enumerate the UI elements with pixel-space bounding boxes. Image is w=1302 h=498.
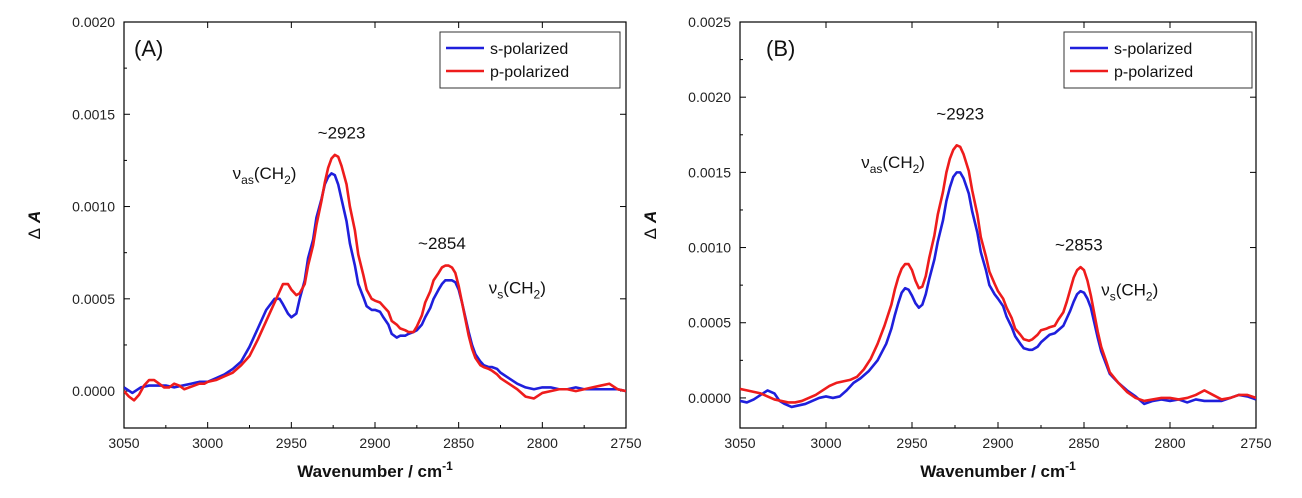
x-tick-label: 2950 xyxy=(276,435,307,451)
series-line-s-polarized xyxy=(124,172,626,395)
y-axis-title: ΔA xyxy=(25,211,44,240)
y-tick-label: 0.0020 xyxy=(72,14,115,30)
legend-label: s-polarized xyxy=(490,41,568,58)
x-tick-label: 2800 xyxy=(527,435,558,451)
peak-annotation: ~2854 xyxy=(418,234,466,253)
x-tick-label: 2900 xyxy=(359,435,390,451)
y-axis-title-var: A xyxy=(25,211,44,224)
series-line-p-polarized xyxy=(740,144,1256,404)
x-axis-title: Wavenumber / cm-1 xyxy=(297,459,453,481)
panel-label: (A) xyxy=(134,36,163,61)
x-tick-label: 3000 xyxy=(810,435,841,451)
legend-box xyxy=(1063,31,1253,89)
chart-panel-a: 3050 3000 2950 2900 2850 2800 2750 0.0000 0.0005… xyxy=(25,14,642,481)
legend-label: s-polarized xyxy=(1114,41,1192,58)
legend-box xyxy=(439,31,621,89)
legend: s-polarized p-polarized xyxy=(439,31,621,89)
panel-label: (B) xyxy=(766,36,795,61)
x-axis-title-sup: -1 xyxy=(1065,459,1076,473)
y-tick-label: 0.0025 xyxy=(688,14,731,30)
y-tick-label: 0.0010 xyxy=(72,199,115,215)
x-tick-label: 2800 xyxy=(1154,435,1185,451)
x-tick-label: 2850 xyxy=(443,435,474,451)
x-tick-label: 2900 xyxy=(982,435,1013,451)
y-tick-label: 0.0000 xyxy=(72,383,115,399)
series-group xyxy=(740,144,1256,409)
x-tick-label: 2850 xyxy=(1068,435,1099,451)
series-line-p-polarized xyxy=(124,153,626,402)
y-tick-label: 0.0015 xyxy=(688,164,731,180)
y-tick-label: 0.0020 xyxy=(688,89,731,105)
y-tick-label: 0.0000 xyxy=(688,390,731,406)
y-axis-title-delta: Δ xyxy=(641,228,660,239)
legend-label: p-polarized xyxy=(490,64,569,81)
x-tick-label: 3050 xyxy=(724,435,755,451)
peak-annotation: ~2853 xyxy=(1055,236,1103,255)
y-tick-label: 0.0005 xyxy=(688,315,731,331)
y-tick-label: 0.0005 xyxy=(72,291,115,307)
x-axis-title-text: Wavenumber / cm xyxy=(920,462,1065,481)
mode-annotation: νas(CH2) xyxy=(233,164,297,187)
peak-annotation: ~2923 xyxy=(936,105,984,124)
peak-annotation: ~2923 xyxy=(318,123,366,142)
mode-annotation: νs(CH2) xyxy=(489,278,546,301)
series-group xyxy=(124,153,626,402)
x-tick-label: 3050 xyxy=(108,435,139,451)
y-tick-label: 0.0015 xyxy=(72,106,115,122)
y-axis-title: ΔA xyxy=(641,211,660,240)
legend-label: p-polarized xyxy=(1114,64,1193,81)
mode-annotation: νs(CH2) xyxy=(1101,281,1158,304)
x-axis-title-sup: -1 xyxy=(442,459,453,473)
x-tick-label: 3000 xyxy=(192,435,223,451)
x-tick-label: 2750 xyxy=(610,435,641,451)
x-axis-title: Wavenumber / cm-1 xyxy=(920,459,1076,481)
y-tick-label: 0.0010 xyxy=(688,240,731,256)
y-axis-title-var: A xyxy=(641,211,660,224)
mode-annotation: νas(CH2) xyxy=(861,153,925,176)
chart-panel-b: 3050 3000 2950 2900 2850 2800 2750 0.0000 0.0005… xyxy=(641,14,1272,481)
x-axis-title-text: Wavenumber / cm xyxy=(297,462,442,481)
y-axis-title-delta: Δ xyxy=(25,228,44,239)
x-tick-label: 2750 xyxy=(1240,435,1271,451)
x-tick-label: 2950 xyxy=(896,435,927,451)
legend: s-polarized p-polarized xyxy=(1063,31,1253,89)
